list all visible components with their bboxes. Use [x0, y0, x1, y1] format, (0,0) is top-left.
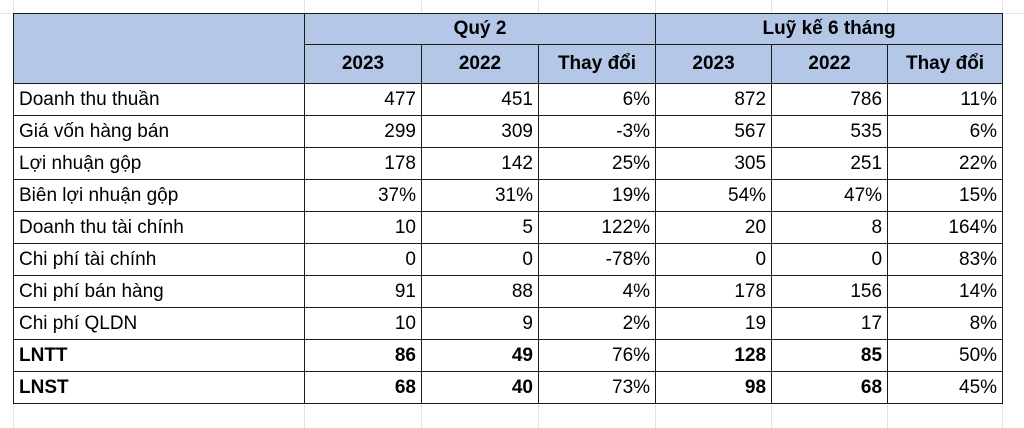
- table-row: Chi phí bán hàng 91 88 4% 178 156 14%: [13, 275, 1004, 308]
- table-cell: 86: [304, 339, 422, 372]
- table-row: Giá vốn hàng bán 299 309 -3% 567 535 6%: [13, 115, 1004, 148]
- table-row: Chi phí tài chính 0 0 -78% 0 0 83%: [13, 243, 1004, 276]
- table-cell: 178: [655, 275, 773, 308]
- table-cell: 37%: [304, 179, 422, 212]
- table-cell: 25%: [537, 147, 657, 180]
- table-cell: 50%: [887, 339, 1004, 372]
- table-cell: 17: [771, 307, 889, 340]
- table-cell: 477: [304, 83, 422, 116]
- group-header-q2: Quý 2: [303, 13, 657, 45]
- table-cell: 786: [771, 83, 889, 116]
- table-cell: 567: [655, 115, 773, 148]
- table-cell: 19%: [537, 179, 657, 212]
- table-cell: 156: [771, 275, 889, 308]
- table-cell: 68: [304, 371, 422, 404]
- table-cell: 10: [304, 211, 422, 244]
- row-label: Lợi nhuận gộp: [13, 147, 305, 180]
- table-cell: 91: [304, 275, 422, 308]
- table-cell: -3%: [537, 115, 657, 148]
- sub-header-cell: 2022: [771, 44, 889, 84]
- table-cell: 83%: [887, 243, 1004, 276]
- table-row: LNTT 86 49 76% 128 85 50%: [13, 339, 1004, 372]
- table-cell: 85: [771, 339, 889, 372]
- table-cell: 0: [304, 243, 422, 276]
- table-cell: 535: [771, 115, 889, 148]
- row-label: Chi phí QLDN: [13, 307, 305, 340]
- table-cell: 0: [771, 243, 889, 276]
- sub-header-cell: Thay đổi: [887, 44, 1004, 84]
- table-cell: 142: [421, 147, 539, 180]
- row-label: Giá vốn hàng bán: [13, 115, 305, 148]
- financial-results-table: Quý 2 Luỹ kế 6 tháng 2023 2022 Thay đổi …: [13, 13, 1004, 404]
- table-row: LNST 68 40 73% 98 68 45%: [13, 371, 1004, 404]
- table-body: Doanh thu thuần 477 451 6% 872 786 11% Giá vốn …: [13, 83, 1004, 404]
- table-cell: 5: [421, 211, 539, 244]
- table-cell: 31%: [421, 179, 539, 212]
- table-cell: 6%: [887, 115, 1004, 148]
- table-cell: 15%: [887, 179, 1004, 212]
- table-cell: 872: [655, 83, 773, 116]
- table-cell: 11%: [887, 83, 1004, 116]
- table-cell: 305: [655, 147, 773, 180]
- row-label: Chi phí bán hàng: [13, 275, 305, 308]
- row-label: LNST: [13, 371, 305, 404]
- table-cell: 451: [421, 83, 539, 116]
- table-cell: 299: [304, 115, 422, 148]
- table-cell: 6%: [537, 83, 657, 116]
- row-label: LNTT: [13, 339, 305, 372]
- table-cell: 68: [771, 371, 889, 404]
- row-label: Biên lợi nhuận gộp: [13, 179, 305, 212]
- table-cell: 251: [771, 147, 889, 180]
- sub-header-cell: 2022: [421, 44, 539, 84]
- sub-header-cell: 2023: [304, 44, 422, 84]
- table-cell: 76%: [537, 339, 657, 372]
- table-row: Chi phí QLDN 10 9 2% 19 17 8%: [13, 307, 1004, 340]
- table-cell: 164%: [887, 211, 1004, 244]
- table-cell: 309: [421, 115, 539, 148]
- table-cell: 98: [655, 371, 773, 404]
- table-cell: 20: [655, 211, 773, 244]
- corner-cell: [13, 13, 305, 84]
- table-row: Biên lợi nhuận gộp 37% 31% 19% 54% 47% 15%: [13, 179, 1004, 212]
- table-cell: 88: [421, 275, 539, 308]
- row-label: Chi phí tài chính: [13, 243, 305, 276]
- table-cell: 9: [421, 307, 539, 340]
- table-cell: 178: [304, 147, 422, 180]
- table-cell: 10: [304, 307, 422, 340]
- sub-header-cell: Thay đổi: [537, 44, 657, 84]
- table-row: Doanh thu tài chính 10 5 122% 20 8 164%: [13, 211, 1004, 244]
- table-cell: 73%: [537, 371, 657, 404]
- table-cell: 122%: [537, 211, 657, 244]
- sub-header-row: 2023 2022 Thay đổi 2023 2022 Thay đổi: [14, 44, 1004, 84]
- table-cell: 47%: [771, 179, 889, 212]
- table-cell: 14%: [887, 275, 1004, 308]
- row-label: Doanh thu thuần: [13, 83, 305, 116]
- table-row: Lợi nhuận gộp 178 142 25% 305 251 22%: [13, 147, 1004, 180]
- table-cell: 8%: [887, 307, 1004, 340]
- table-cell: -78%: [537, 243, 657, 276]
- row-label: Doanh thu tài chính: [13, 211, 305, 244]
- table-row: Doanh thu thuần 477 451 6% 872 786 11%: [13, 83, 1004, 116]
- table-cell: 19: [655, 307, 773, 340]
- table-cell: 49: [421, 339, 539, 372]
- table-cell: 22%: [887, 147, 1004, 180]
- table-cell: 0: [421, 243, 539, 276]
- table-cell: 0: [655, 243, 773, 276]
- table-cell: 8: [771, 211, 889, 244]
- table-cell: 128: [655, 339, 773, 372]
- sub-header-cell: 2023: [655, 44, 773, 84]
- table-cell: 45%: [887, 371, 1004, 404]
- table-cell: 40: [421, 371, 539, 404]
- table-cell: 54%: [655, 179, 773, 212]
- group-header-row: Quý 2 Luỹ kế 6 tháng: [13, 13, 1004, 84]
- group-header-6-months: Luỹ kế 6 tháng: [655, 13, 1004, 45]
- table-cell: 2%: [537, 307, 657, 340]
- table-cell: 4%: [537, 275, 657, 308]
